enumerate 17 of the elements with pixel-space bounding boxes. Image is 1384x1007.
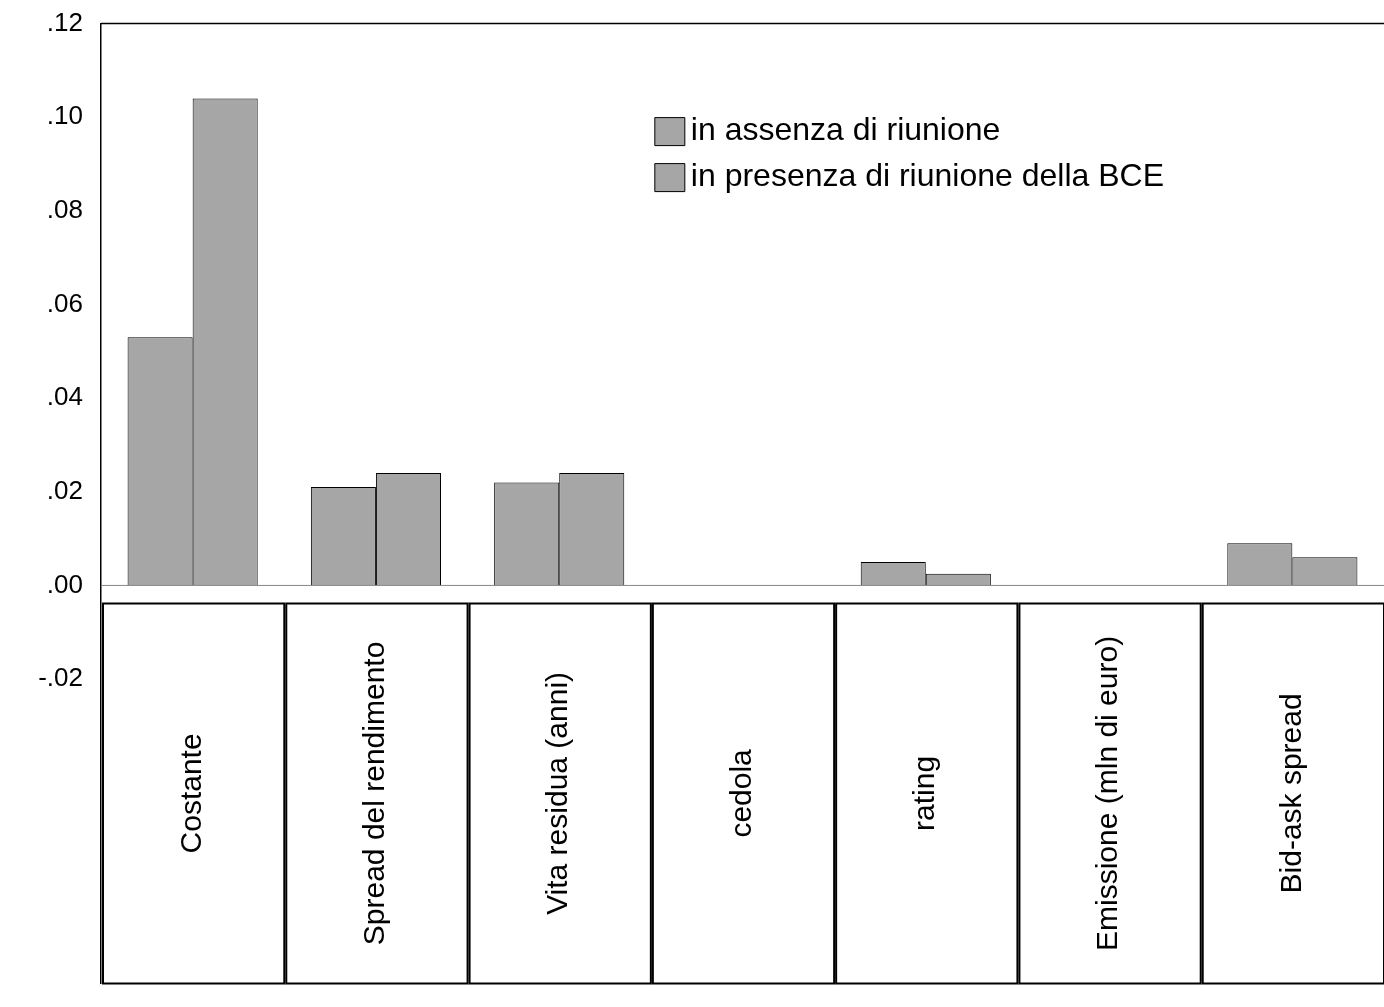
x-tick-label: Emissione (mln di euro) (1090, 635, 1124, 951)
y-tick-label: .06 (46, 287, 83, 318)
x-tick-label: Vita residua (anni) (540, 671, 574, 915)
x-tick-label: Bid-ask spread (1273, 693, 1307, 894)
y-tick-label: .02 (46, 474, 83, 505)
legend-label: in presenza di riunione della BCE (690, 157, 1164, 194)
x-tick-label: rating (907, 755, 941, 831)
y-tick-label: .12 (46, 6, 83, 37)
y-tick-label: -.02 (38, 662, 83, 693)
x-tick-label: cedola (723, 748, 757, 838)
y-tick-label: .00 (46, 568, 83, 599)
y-tick-label: .08 (46, 194, 83, 225)
y-tick-label: .10 (46, 100, 83, 131)
legend-label: in assenza di riunione (690, 111, 1001, 148)
x-tick-label: Costante (173, 733, 207, 854)
x-tick-label: Spread del rendimento (357, 641, 391, 946)
y-tick-label: .04 (46, 381, 83, 412)
